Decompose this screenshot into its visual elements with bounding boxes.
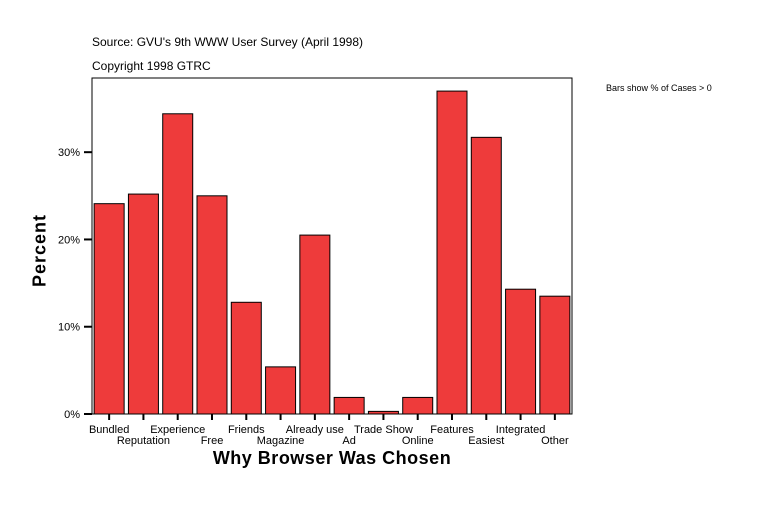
y-tick-label: 30% xyxy=(58,147,80,159)
chart-note: Bars show % of Cases > 0 xyxy=(606,83,712,93)
bar-other xyxy=(539,295,571,415)
bar-ad xyxy=(333,396,365,415)
bar-easiest xyxy=(470,136,502,415)
bar-friends xyxy=(230,301,262,415)
y-axis-title: Percent xyxy=(29,213,50,288)
x-tick-label: Experience xyxy=(150,424,205,436)
bar-free xyxy=(196,195,228,415)
x-tick-label: Trade Show xyxy=(354,424,413,436)
x-tick-label: Free xyxy=(201,435,224,447)
x-tick-label: Already use xyxy=(286,424,344,436)
bar-experience xyxy=(162,113,194,415)
x-tick-label: Features xyxy=(430,424,474,436)
bar-magazine xyxy=(265,366,297,415)
y-tick-label: 10% xyxy=(58,322,80,334)
x-tick-label: Bundled xyxy=(89,424,129,436)
bar-bundled xyxy=(93,203,125,415)
bar-already-use xyxy=(299,234,331,415)
x-tick-label: Online xyxy=(402,435,434,447)
x-tick-label: Reputation xyxy=(117,435,170,447)
chart-copyright: Copyright 1998 GTRC xyxy=(92,59,211,73)
bar-trade-show xyxy=(367,410,399,415)
bar-integrated xyxy=(505,288,537,415)
y-tick-label: 0% xyxy=(64,409,80,421)
x-tick-label: Magazine xyxy=(257,435,305,447)
chart-source: Source: GVU's 9th WWW User Survey (April… xyxy=(92,35,364,49)
x-tick-label: Easiest xyxy=(468,435,504,447)
x-axis-title: Why Browser Was Chosen xyxy=(212,448,452,468)
x-tick-label: Ad xyxy=(342,435,355,447)
x-tick-label: Integrated xyxy=(496,424,546,436)
x-tick-label: Friends xyxy=(228,424,265,436)
y-tick-label: 20% xyxy=(58,234,80,246)
bar-online xyxy=(402,396,434,415)
x-tick-label: Other xyxy=(541,435,569,447)
bar-features xyxy=(436,90,468,415)
bar-reputation xyxy=(127,193,159,415)
